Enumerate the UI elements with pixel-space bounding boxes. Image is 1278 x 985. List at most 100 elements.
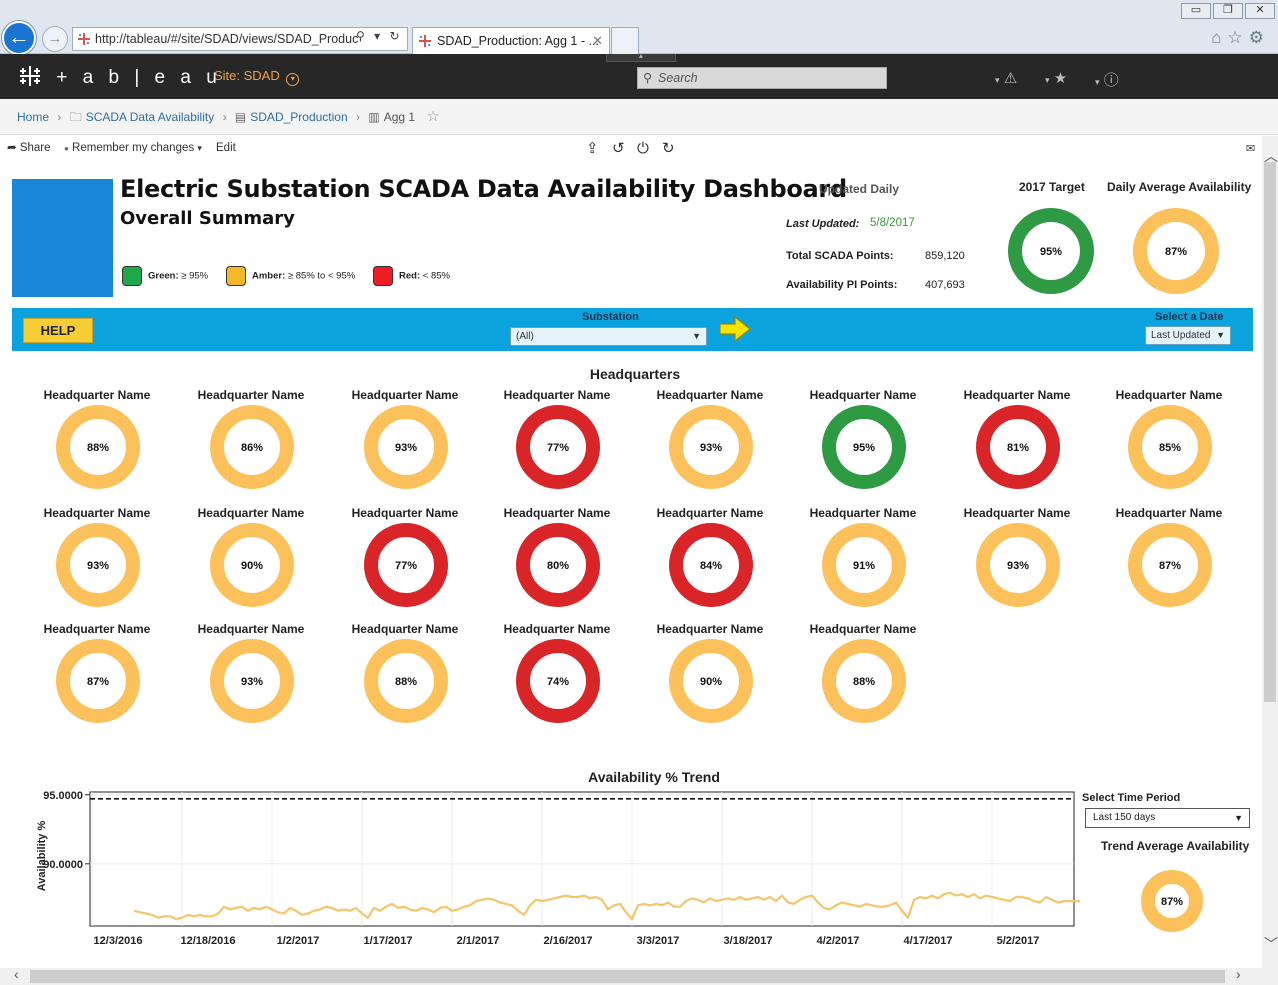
headquarter-card[interactable]: Headquarter Name 93% [335, 388, 475, 508]
restore-button[interactable]: ❐ [1213, 3, 1243, 19]
site-selector[interactable]: Site: SDAD ▾ [214, 68, 300, 86]
address-bar[interactable]: http://tableau/#/site/SDAD/views/SDAD_Pr… [72, 27, 408, 51]
headquarter-card[interactable]: Headquarter Name 93% [947, 506, 1087, 626]
donut-value: 86% [241, 442, 263, 454]
x-tick-label: 4/2/2017 [817, 935, 860, 947]
legend-amber: Amber: ≥ 85% to < 95% [226, 266, 355, 287]
substation-dropdown[interactable]: (All) ▼ [510, 327, 707, 346]
donut-ring [210, 405, 294, 489]
pi-points-label: Availability PI Points: [786, 279, 898, 291]
donut-ring [976, 523, 1060, 607]
headquarter-card[interactable]: Headquarter Name 88% [335, 622, 475, 742]
browser-toolbar-icons[interactable]: ⌂☆⚙ [1211, 28, 1270, 47]
headquarter-card[interactable]: Headquarter Name 90% [640, 622, 780, 742]
headquarter-card[interactable]: Headquarter Name 74% [487, 622, 627, 742]
target-donut: 95% [1008, 208, 1094, 294]
new-tab-button[interactable] [611, 27, 639, 54]
donut-value: 77% [395, 560, 417, 572]
alerts-menu[interactable]: ▾ ⚠ [995, 70, 1018, 87]
headquarter-card[interactable]: Headquarter Name 91% [793, 506, 933, 626]
headquarter-name: Headquarter Name [656, 622, 764, 636]
headquarter-name: Headquarter Name [43, 622, 151, 636]
donut-value: 90% [241, 560, 263, 572]
headquarter-card[interactable]: Headquarter Name 88% [793, 622, 933, 742]
back-button[interactable]: ← [2, 21, 36, 55]
headquarter-card[interactable]: Headquarter Name 95% [793, 388, 933, 508]
address-actions[interactable]: ⚲ ▾ ↻ [356, 29, 403, 43]
refresh-icon[interactable]: ↻ [662, 140, 675, 157]
headquarter-card[interactable]: Headquarter Name 87% [1099, 506, 1239, 626]
trend-title: Availability % Trend [588, 769, 720, 785]
minimize-button[interactable]: ▭ [1181, 3, 1211, 19]
scroll-down-icon[interactable]: ﹀ [1264, 936, 1278, 952]
headquarter-name: Headquarter Name [656, 388, 764, 402]
breadcrumb-home[interactable]: Home [17, 110, 50, 124]
headquarter-card[interactable]: Headquarter Name 86% [181, 388, 321, 508]
headquarter-card[interactable]: Headquarter Name 93% [181, 622, 321, 742]
headquarter-card[interactable]: Headquarter Name 85% [1099, 388, 1239, 508]
help-button[interactable]: HELP [23, 318, 93, 343]
share-button[interactable]: ➦ Share [7, 136, 51, 160]
forward-button[interactable]: → [42, 26, 68, 52]
legend-rule: ≥ 85% to < 95% [287, 270, 356, 282]
pause-icon[interactable]: ⏻ [637, 140, 649, 157]
star-icon: ★ [1053, 70, 1068, 87]
info-icon: ⓘ [1103, 72, 1119, 89]
download-icon[interactable]: ⇪ [586, 140, 599, 157]
favorites-menu[interactable]: ▾ ★ [1045, 70, 1068, 87]
revert-icon[interactable]: ↺ [612, 140, 625, 157]
remember-changes-button[interactable]: ● Remember my changes ▾ [64, 142, 202, 154]
email-icon[interactable]: ✉ [1246, 143, 1256, 155]
headquarter-name: Headquarter Name [503, 506, 611, 520]
date-dropdown[interactable]: Last Updated ▼ [1145, 326, 1231, 345]
headquarter-card[interactable]: Headquarter Name 93% [640, 388, 780, 508]
headquarter-card[interactable]: Headquarter Name 77% [335, 506, 475, 626]
headquarter-name: Headquarter Name [351, 506, 459, 520]
headquarter-card[interactable]: Headquarter Name 93% [27, 506, 167, 626]
headquarter-card[interactable]: Headquarter Name 80% [487, 506, 627, 626]
tableau-favicon-icon [419, 35, 431, 47]
headquarter-card[interactable]: Headquarter Name 90% [181, 506, 321, 626]
donut-value: 80% [547, 560, 569, 572]
scroll-up-icon[interactable]: ︿ [1264, 148, 1278, 164]
headquarter-name: Headquarter Name [963, 388, 1071, 402]
edit-button[interactable]: Edit [216, 136, 236, 160]
headquarter-card[interactable]: Headquarter Name 84% [640, 506, 780, 626]
donut-ring [364, 523, 448, 607]
tab-close-icon[interactable]: ✕ [592, 33, 603, 48]
browser-tab-active[interactable]: SDAD_Production: Agg 1 - ... ✕ [412, 27, 610, 54]
headquarter-card[interactable]: Headquarter Name 88% [27, 388, 167, 508]
donut-value: 87% [1165, 246, 1187, 258]
horizontal-scroll-thumb[interactable] [30, 970, 1225, 983]
tableau-logo[interactable]: + a b | e a u [18, 64, 222, 89]
chevron-right-icon: › [356, 110, 360, 124]
headquarter-donut: 93% [364, 405, 448, 489]
donut-value: 88% [395, 676, 417, 688]
close-window-button[interactable]: ✕ [1245, 3, 1275, 19]
scroll-right-icon[interactable]: › [1236, 966, 1241, 982]
headquarter-name: Headquarter Name [809, 506, 917, 520]
info-menu[interactable]: ▾ ⓘ [1095, 72, 1119, 89]
folder-icon: 🗀 [69, 110, 82, 124]
headquarter-card[interactable]: Headquarter Name 81% [947, 388, 1087, 508]
legend-label: Amber: [252, 270, 286, 282]
time-period-dropdown[interactable]: Last 150 days ▼ [1085, 808, 1250, 828]
arrow-right-icon[interactable] [719, 315, 751, 343]
favorite-star-icon[interactable]: ☆ [426, 108, 440, 125]
donut-ring [1141, 870, 1203, 932]
headquarter-card[interactable]: Headquarter Name 87% [27, 622, 167, 742]
headquarter-card[interactable]: Headquarter Name 77% [487, 388, 627, 508]
scroll-left-icon[interactable]: ‹ [14, 966, 19, 982]
headquarter-name: Headquarter Name [1115, 388, 1223, 402]
breadcrumb-view: Agg 1 [383, 110, 416, 124]
breadcrumb-project[interactable]: SCADA Data Availability [85, 110, 215, 124]
breadcrumb-workbook[interactable]: SDAD_Production [250, 110, 348, 124]
collapse-header-handle[interactable]: ▲ [606, 53, 676, 62]
headquarters-title: Headquarters [589, 366, 681, 382]
search-input[interactable]: ⚲ Search [637, 67, 887, 89]
y-tick-label: 90.0000 [43, 859, 83, 871]
view-icon: ▥ [368, 110, 380, 124]
vertical-scroll-thumb[interactable] [1264, 162, 1276, 702]
date-value: Last Updated [1151, 330, 1211, 341]
x-tick-label: 2/1/2017 [457, 935, 500, 947]
